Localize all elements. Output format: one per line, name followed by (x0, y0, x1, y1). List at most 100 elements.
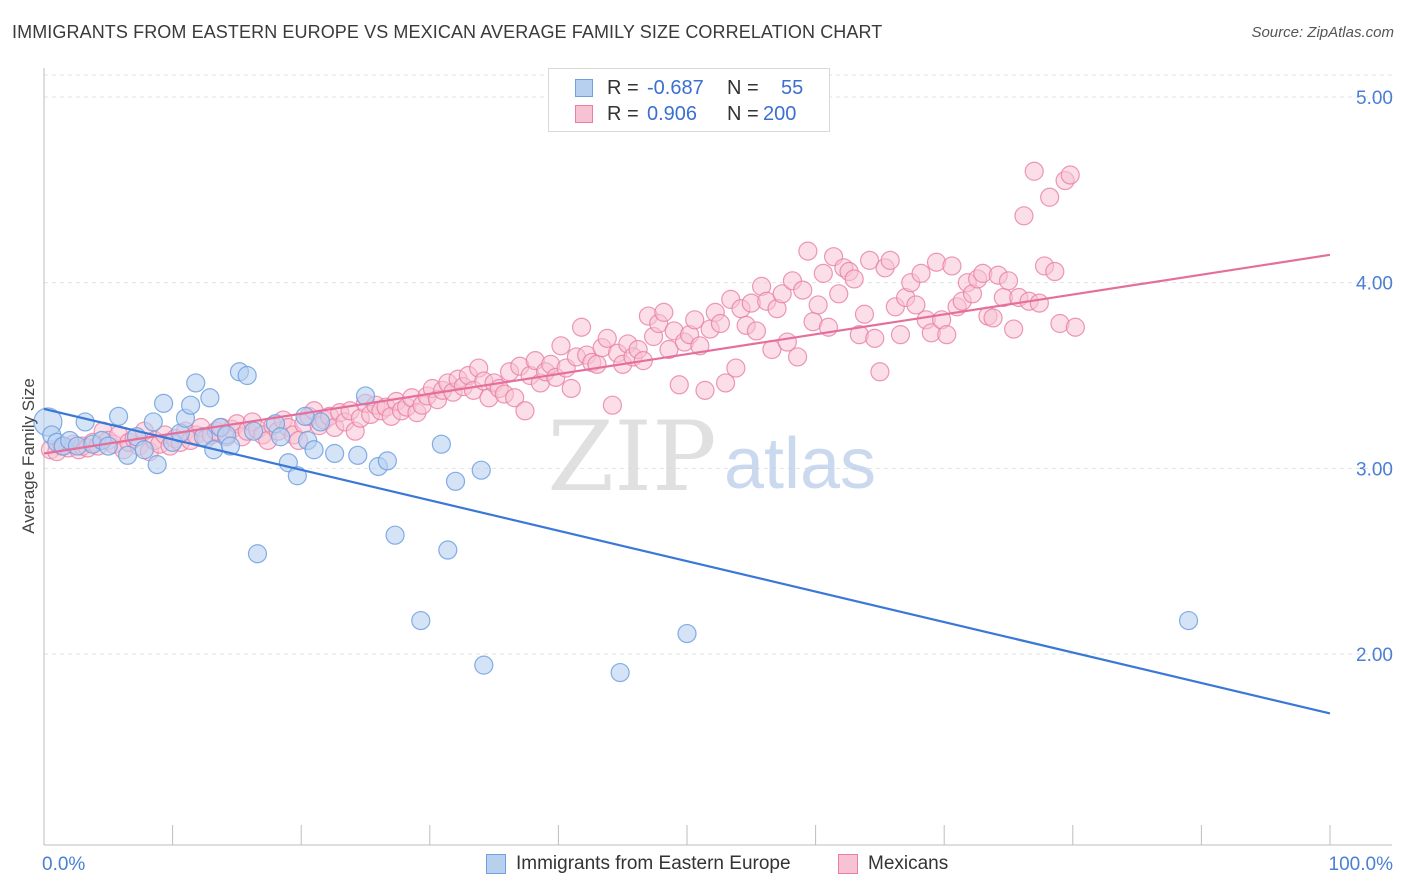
data-point-eastern-europe (108, 406, 129, 426)
series-eastern-europe (33, 362, 1199, 683)
series-legend: Immigrants from Eastern Europe Mexicans (0, 852, 1406, 878)
data-point-mexicans (659, 339, 679, 360)
data-point-mexicans (854, 304, 875, 324)
data-point-mexicans (551, 336, 571, 356)
legend-swatch-blue (575, 79, 593, 97)
data-point-eastern-europe (271, 427, 291, 447)
legend-row-eastern-europe: R = -0.687 N = 55 (549, 75, 829, 101)
data-point-eastern-europe (471, 460, 491, 480)
axis-labels: 2.00 3.00 4.00 5.00 0.0% 100.0% Average Family… (19, 88, 1393, 875)
data-point-mexicans (710, 313, 731, 334)
n-value: 200 (763, 103, 797, 125)
r-label: R = (607, 103, 639, 125)
data-point-mexicans (515, 401, 535, 421)
data-point-eastern-europe (143, 412, 163, 432)
legend-label: Immigrants from Eastern Europe (516, 853, 791, 874)
data-point-eastern-europe (181, 395, 201, 415)
data-point-eastern-europe (385, 525, 405, 545)
legend-swatch-pink (575, 105, 593, 123)
data-point-mexicans (597, 328, 617, 348)
data-point-mexicans (865, 328, 885, 348)
data-point-mexicans (844, 269, 864, 289)
source-label: Source: ZipAtlas.com (1251, 24, 1394, 41)
data-point-eastern-europe (98, 436, 118, 456)
data-point-mexicans (793, 280, 813, 300)
data-point-mexicans (587, 354, 607, 374)
legend-swatch-pink (838, 854, 858, 874)
y-tick-label: 3.00 (1356, 459, 1393, 480)
data-point-eastern-europe (237, 365, 257, 386)
r-label: R = (607, 77, 639, 99)
legend-swatch-blue (486, 854, 506, 874)
data-point-mexicans (669, 375, 689, 395)
data-point-eastern-europe (295, 406, 315, 426)
data-point-mexicans (998, 271, 1019, 291)
data-point-mexicans (571, 317, 592, 337)
data-point-eastern-europe (117, 445, 138, 465)
data-point-mexicans (890, 325, 911, 345)
data-point-mexicans (1024, 161, 1044, 181)
data-point-mexicans (942, 256, 962, 276)
data-point-mexicans (787, 347, 808, 367)
chart-title: IMMIGRANTS FROM EASTERN EUROPE VS MEXICA… (12, 22, 883, 42)
watermark-atlas: atlas (724, 424, 876, 504)
data-point-eastern-europe (677, 623, 697, 644)
data-point-mexicans (715, 373, 736, 393)
y-tick-label: 2.00 (1356, 645, 1393, 666)
data-point-mexicans (813, 263, 833, 283)
r-value: -0.687 (647, 77, 704, 99)
data-point-eastern-europe (244, 421, 264, 441)
data-point-mexicans (654, 302, 674, 322)
data-point-mexicans (772, 284, 792, 304)
data-point-eastern-europe (304, 440, 324, 460)
grid (44, 74, 1392, 655)
data-point-eastern-europe (438, 540, 458, 560)
legend-label: Mexicans (868, 853, 949, 874)
trend-line-eastern-europe (43, 407, 1331, 715)
y-tick-label: 4.00 (1356, 274, 1393, 295)
data-point-mexicans (1065, 317, 1085, 337)
trend-line-mexicans (43, 253, 1331, 455)
data-point-eastern-europe (186, 373, 206, 393)
data-point-mexicans (746, 321, 767, 341)
r-value: 0.906 (647, 103, 698, 125)
data-point-mexicans (870, 362, 890, 382)
data-point-eastern-europe (445, 471, 466, 491)
data-point-mexicans (911, 263, 931, 283)
data-point-mexicans (1040, 187, 1060, 207)
data-point-eastern-europe (75, 412, 95, 432)
data-point-eastern-europe (287, 466, 307, 486)
data-point-eastern-europe (377, 451, 397, 471)
data-point-eastern-europe (220, 436, 241, 456)
data-point-mexicans (1014, 206, 1034, 226)
data-point-mexicans (829, 284, 849, 304)
data-point-mexicans (937, 325, 957, 345)
data-point-eastern-europe (411, 610, 431, 631)
n-label: N = (727, 77, 759, 99)
y-axis-label: Average Family Size (19, 378, 38, 534)
data-point-eastern-europe (431, 434, 451, 454)
data-point-mexicans (690, 336, 710, 356)
data-point-eastern-europe (247, 544, 268, 564)
data-point-mexicans (602, 395, 623, 415)
x-tick-label: 100.0% (1329, 854, 1394, 875)
legend-row-mexicans: R = 0.906 N = 200 (549, 101, 829, 127)
data-point-mexicans (1029, 293, 1049, 313)
data-point-mexicans (906, 295, 926, 315)
data-point-mexicans (798, 241, 818, 261)
data-point-mexicans (561, 378, 581, 399)
data-point-mexicans (983, 308, 1003, 328)
x-tick-label: 0.0% (42, 854, 85, 875)
data-point-eastern-europe (325, 443, 345, 464)
data-point-eastern-europe (200, 388, 220, 408)
data-point-eastern-europe (147, 455, 167, 475)
data-point-eastern-europe (348, 445, 368, 465)
data-point-mexicans (505, 388, 525, 408)
watermark-zip: ZIP (547, 401, 716, 513)
data-point-eastern-europe (610, 662, 630, 683)
data-point-mexicans (808, 295, 828, 315)
correlation-legend: R = -0.687 N = 55 R = 0.906 N = 200 (548, 68, 830, 132)
data-point-mexicans (695, 380, 715, 400)
data-point-mexicans (1045, 261, 1065, 282)
